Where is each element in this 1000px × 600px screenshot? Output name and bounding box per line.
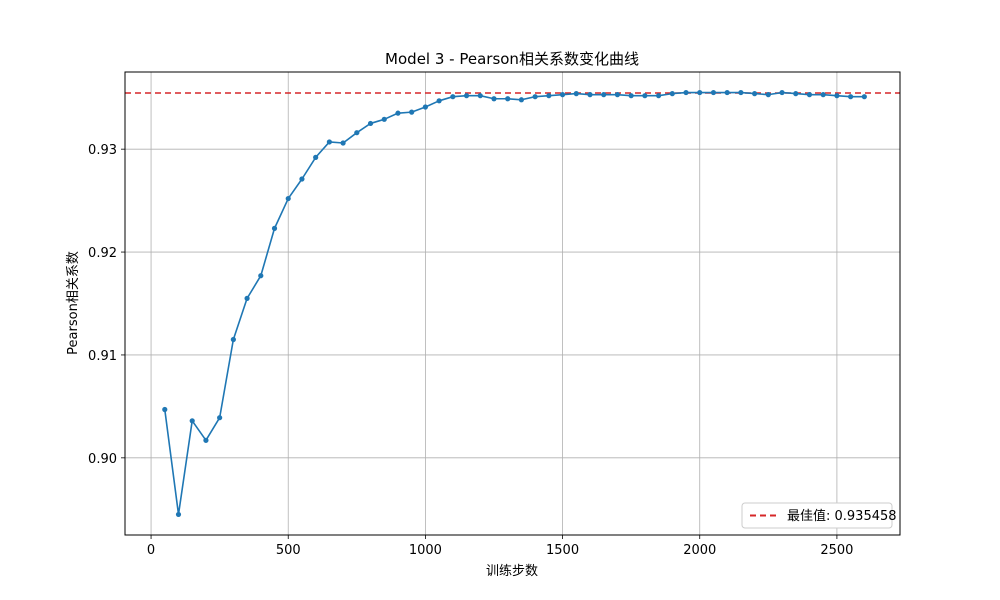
data-point [518,97,525,103]
y-tick-label: 0.92 [88,246,117,261]
data-point [299,176,305,182]
data-point [628,93,634,99]
data-point [546,93,552,99]
data-point [834,93,840,99]
data-point [491,96,497,102]
data-point [367,120,374,127]
x-axis-label: 训练步数 [486,564,538,579]
data-point [175,511,182,518]
data-point [258,273,264,279]
data-point [162,406,168,413]
data-point [354,130,360,136]
data-point [189,418,195,424]
plot-area-frame [124,71,901,536]
series-line [163,91,865,516]
data-point [340,140,346,146]
data-point [505,96,511,102]
y-tick-label: 0.90 [88,452,117,467]
data-point [697,89,703,96]
data-point [230,336,236,343]
data-point [422,104,428,110]
x-tick-label: 2500 [820,543,853,558]
chart-title: Model 3 - Pearson相关系数变化曲线 [385,50,639,68]
y-tick-label: 0.93 [88,143,117,158]
data-point [820,92,826,98]
y-axis-label: Pearson相关系数 [66,251,81,355]
data-point [724,89,730,96]
data-point [409,109,415,115]
data-point [848,94,854,100]
data-point [655,93,662,99]
x-tick-label: 1500 [546,543,579,558]
data-point [285,195,291,202]
legend-box [741,502,893,529]
series-group [162,89,867,518]
data-point [436,98,442,104]
data-point [532,94,538,100]
data-point [669,91,675,97]
data-point [203,437,209,443]
data-point [614,92,621,98]
x-tick-label: 1000 [409,543,442,558]
data-point [765,92,771,98]
data-point [326,139,332,145]
grid-lines [125,72,900,535]
data-point [395,110,401,116]
data-point [450,94,456,100]
data-point [601,92,607,98]
data-point [313,154,319,160]
data-point [381,116,387,122]
data-point [477,93,483,99]
data-point [793,91,799,97]
data-point [271,225,278,231]
data-point [806,92,813,98]
legend-label-reference: 最佳值: 0.935458 [787,508,897,524]
x-tick-label: 2000 [683,543,716,558]
data-point [738,89,744,96]
data-point [710,89,717,96]
data-point [861,94,867,100]
data-point [587,92,593,98]
data-point [752,91,758,97]
data-point [244,295,250,301]
y-tick-label: 0.91 [88,349,117,364]
data-point [573,91,579,97]
legend: 最佳值: 0.935458 [741,502,897,529]
data-point [642,93,648,99]
data-point [559,92,566,98]
data-point [683,89,689,96]
data-point [217,415,223,421]
data-point [463,93,470,99]
data-point [779,89,785,96]
x-tick-label: 500 [276,543,301,558]
x-tick-label: 0 [147,543,155,558]
axis-ticks: 0 500 1000 1500 2000 2500 0.90 0.91 0.92 0.93 [88,143,853,558]
